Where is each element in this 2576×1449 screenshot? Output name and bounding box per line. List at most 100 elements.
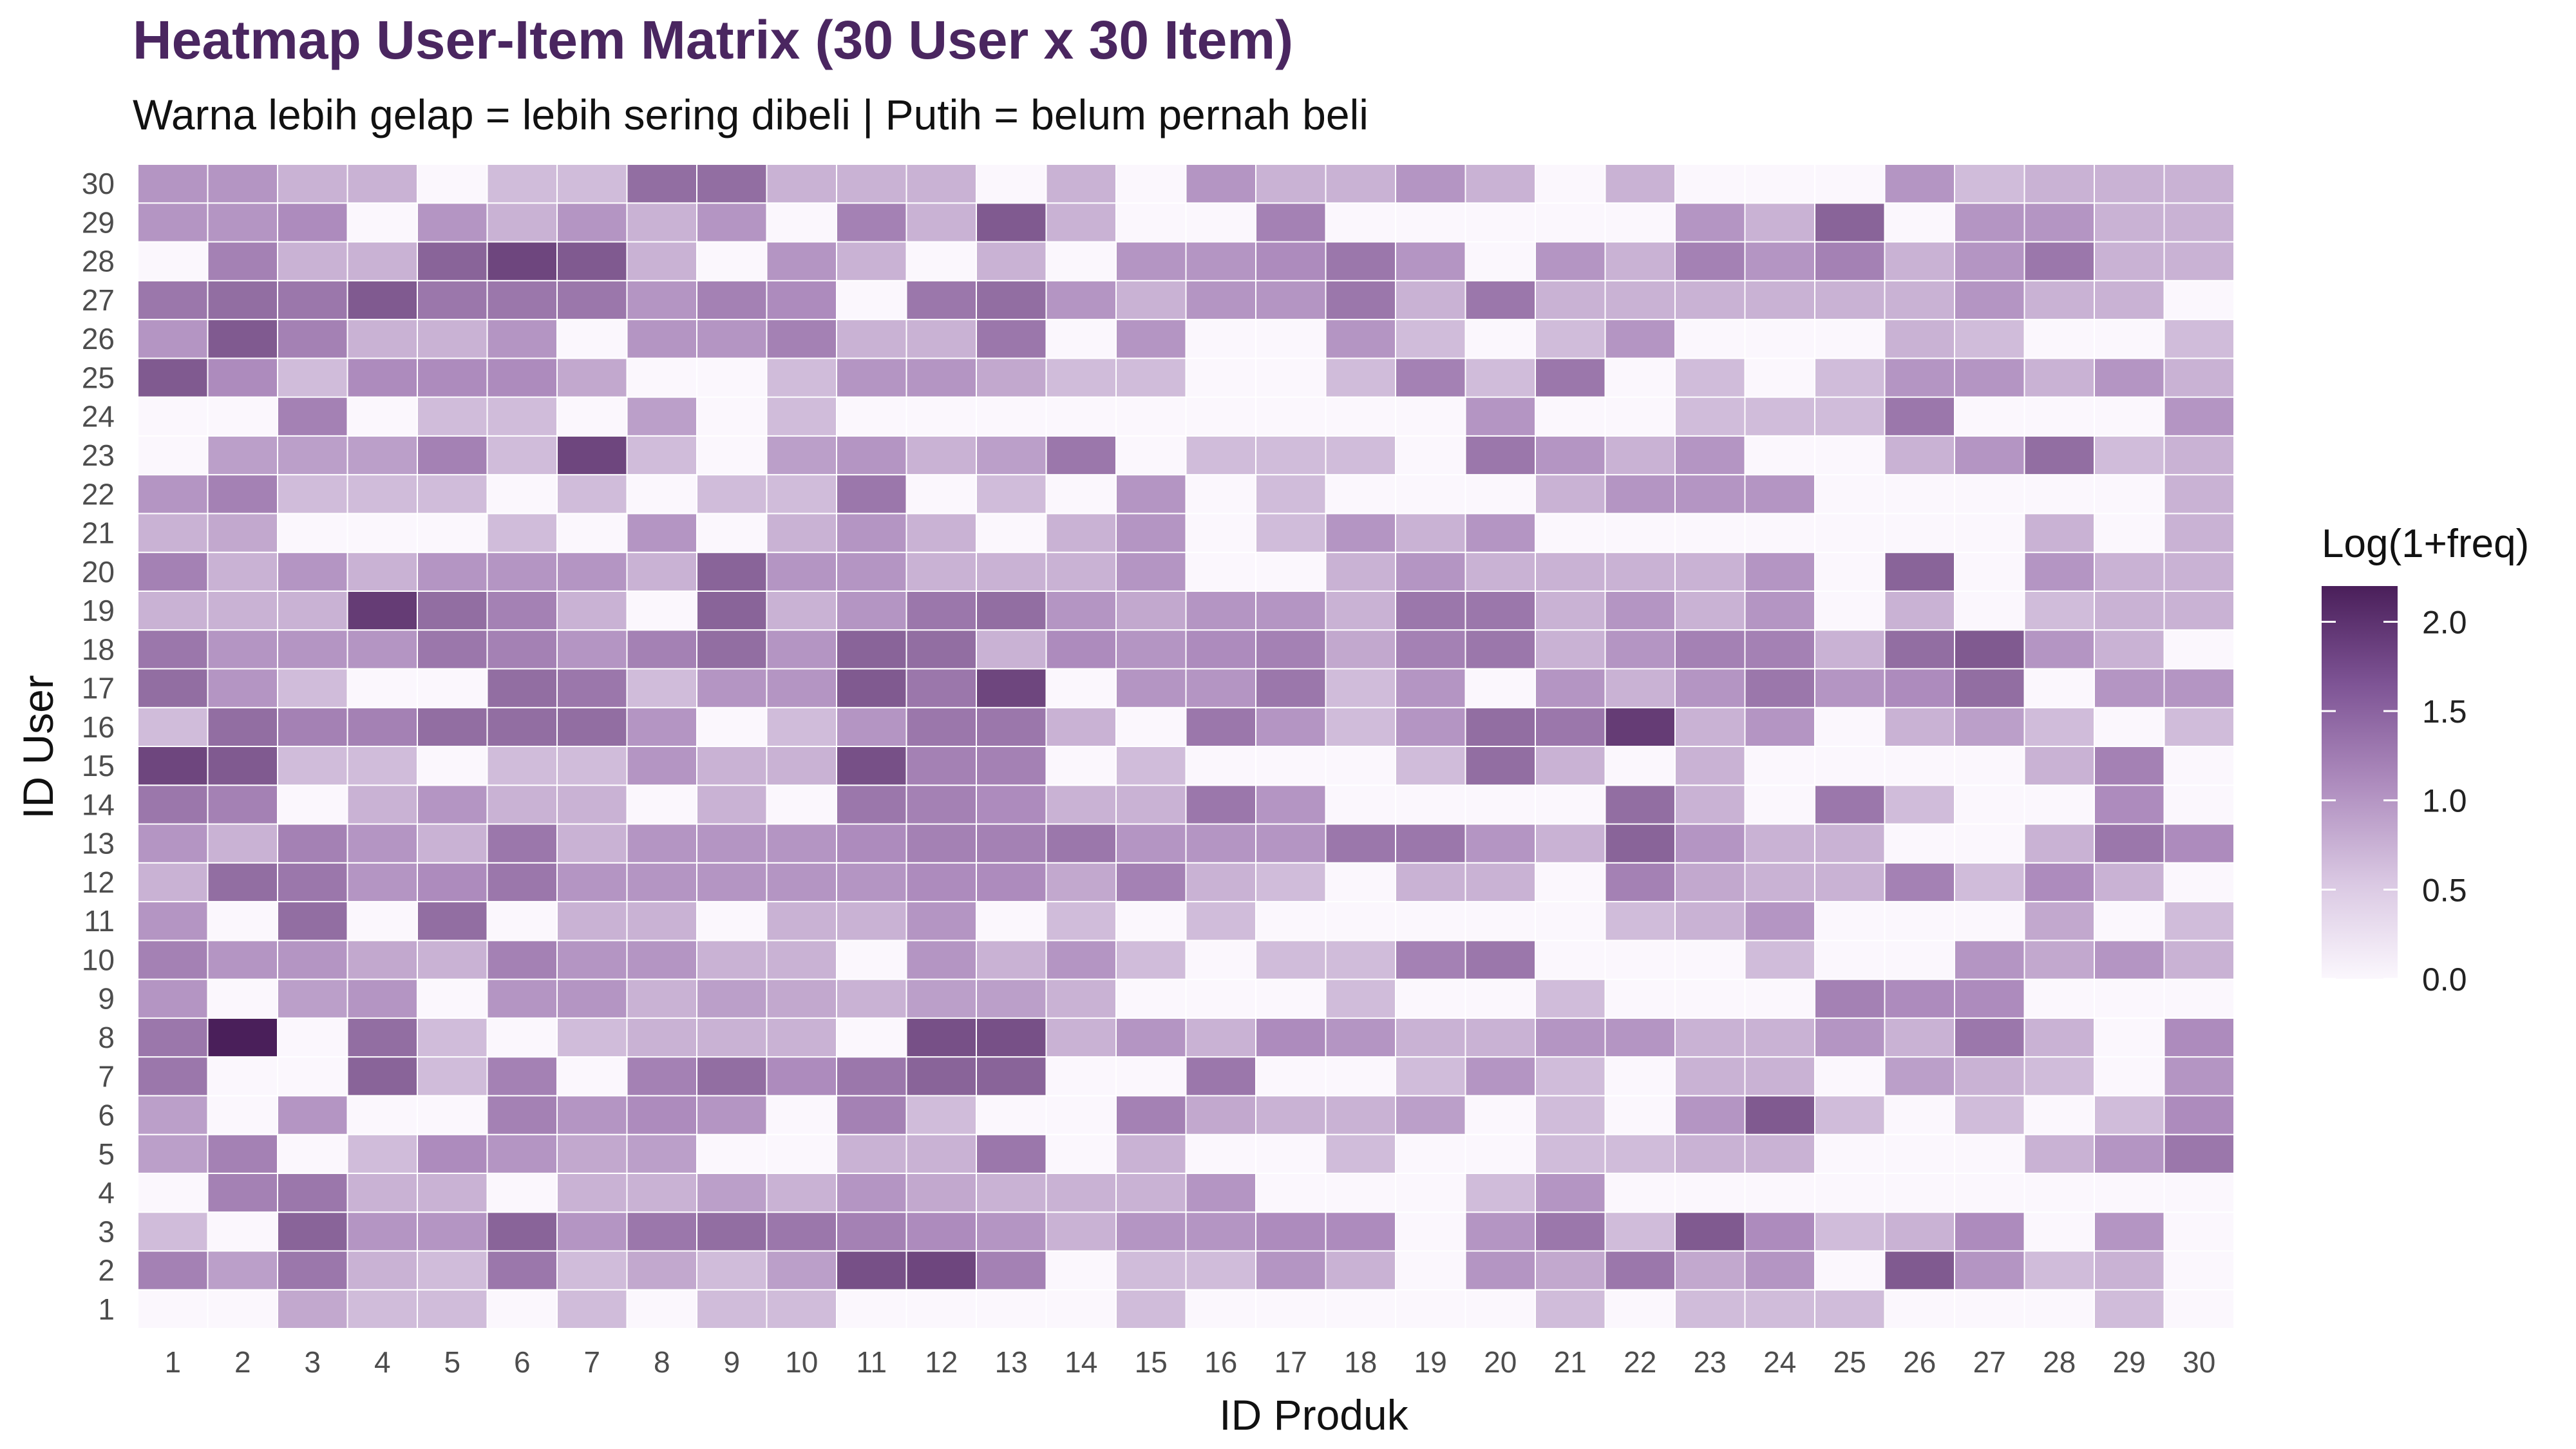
heatmap-cell-user-22-item-30 xyxy=(2163,474,2235,515)
heatmap-cell-user-2-item-16 xyxy=(1185,1250,1256,1291)
heatmap-cell-user-29-item-3 xyxy=(277,202,348,243)
heatmap-cell-user-22-item-16 xyxy=(1185,474,1256,515)
heatmap-cell-user-19-item-12 xyxy=(905,590,977,631)
heatmap-cell-user-10-item-29 xyxy=(2094,940,2165,980)
heatmap-cell-user-22-item-29 xyxy=(2094,474,2165,515)
heatmap-cell-user-11-item-1 xyxy=(137,901,209,942)
heatmap-cell-user-26-item-9 xyxy=(696,319,768,359)
heatmap-cell-user-30-item-12 xyxy=(905,164,977,204)
heatmap-cell-user-30-item-3 xyxy=(277,164,348,204)
heatmap-cell-user-9-item-18 xyxy=(1325,978,1396,1019)
heatmap-cell-user-22-item-11 xyxy=(836,474,907,515)
heatmap-cell-user-28-item-12 xyxy=(905,241,977,281)
x-tick-label: 21 xyxy=(1554,1345,1587,1379)
heatmap-cell-user-25-item-16 xyxy=(1185,357,1256,398)
heatmap-cell-user-27-item-13 xyxy=(976,279,1047,321)
heatmap-cell-user-5-item-22 xyxy=(1604,1133,1676,1174)
heatmap-cell-user-13-item-10 xyxy=(766,823,837,864)
heatmap-cell-user-5-item-7 xyxy=(556,1133,628,1174)
heatmap-cell-user-18-item-24 xyxy=(1744,629,1815,670)
heatmap-cell-user-29-item-16 xyxy=(1185,202,1256,243)
heatmap-cell-user-25-item-22 xyxy=(1604,357,1676,398)
heatmap-cell-user-24-item-21 xyxy=(1535,396,1606,437)
heatmap-cell-user-4-item-8 xyxy=(626,1172,697,1213)
heatmap-cell-user-25-item-30 xyxy=(2163,357,2235,398)
heatmap-cell-user-5-item-25 xyxy=(1814,1133,1886,1174)
heatmap-cell-user-15-item-1 xyxy=(137,746,209,786)
heatmap-cell-user-23-item-3 xyxy=(277,435,348,476)
y-axis-ticks: 1234567891011121314151617181920212223242… xyxy=(82,167,115,1326)
heatmap-cell-user-17-item-26 xyxy=(1884,668,1955,708)
heatmap-cell-user-17-item-6 xyxy=(486,668,558,708)
heatmap-cell-user-30-item-26 xyxy=(1884,164,1955,204)
heatmap-cell-user-23-item-10 xyxy=(766,435,837,476)
heatmap-cell-user-3-item-20 xyxy=(1464,1211,1536,1252)
heatmap-cell-user-3-item-17 xyxy=(1255,1211,1327,1252)
heatmap-cell-user-9-item-10 xyxy=(766,978,837,1019)
heatmap-cell-user-9-item-3 xyxy=(277,978,348,1019)
heatmap-cell-user-11-item-22 xyxy=(1604,901,1676,942)
heatmap-cell-user-10-item-18 xyxy=(1325,940,1396,980)
heatmap-cell-user-19-item-20 xyxy=(1464,590,1536,631)
heatmap-cell-user-12-item-25 xyxy=(1814,862,1886,903)
heatmap-cell-user-16-item-7 xyxy=(556,706,628,747)
heatmap-cell-user-26-item-4 xyxy=(346,319,418,359)
heatmap-cell-user-3-item-24 xyxy=(1744,1211,1815,1252)
y-tick-label: 18 xyxy=(82,632,115,666)
heatmap-cell-user-24-item-18 xyxy=(1325,396,1396,437)
heatmap-cell-user-25-item-3 xyxy=(277,357,348,398)
heatmap-cell-user-5-item-1 xyxy=(137,1133,209,1174)
x-tick-label: 18 xyxy=(1344,1345,1377,1379)
heatmap-cell-user-4-item-15 xyxy=(1115,1172,1187,1213)
heatmap-cell-user-12-item-9 xyxy=(696,862,768,903)
heatmap-cell-user-2-item-25 xyxy=(1814,1250,1886,1291)
heatmap-cell-user-14-item-17 xyxy=(1255,784,1327,825)
heatmap-cell-user-22-item-23 xyxy=(1674,474,1746,515)
y-tick-label: 11 xyxy=(84,904,115,938)
heatmap-cell-user-3-item-23 xyxy=(1674,1211,1746,1252)
heatmap-cell-user-10-item-8 xyxy=(626,940,697,980)
heatmap-cell-user-13-item-25 xyxy=(1814,823,1886,864)
heatmap-cell-user-3-item-15 xyxy=(1115,1211,1187,1252)
heatmap-cell-user-29-item-15 xyxy=(1115,202,1187,243)
heatmap-cell-user-23-item-2 xyxy=(207,435,278,476)
heatmap-cell-user-15-item-14 xyxy=(1045,746,1117,786)
heatmap-cell-user-8-item-12 xyxy=(905,1017,977,1058)
heatmap-cell-user-28-item-14 xyxy=(1045,241,1117,281)
heatmap-cell-user-20-item-18 xyxy=(1325,551,1396,592)
heatmap-cell-user-27-item-8 xyxy=(626,279,697,321)
heatmap-cell-user-18-item-20 xyxy=(1464,629,1536,670)
heatmap-cell-user-10-item-10 xyxy=(766,940,837,980)
x-tick-label: 11 xyxy=(856,1345,887,1379)
heatmap-cell-user-9-item-21 xyxy=(1535,978,1606,1019)
heatmap-cell-user-13-item-30 xyxy=(2163,823,2235,864)
heatmap-cell-user-8-item-30 xyxy=(2163,1017,2235,1058)
heatmap-cell-user-8-item-15 xyxy=(1115,1017,1187,1058)
heatmap-cell-user-26-item-11 xyxy=(836,319,907,359)
x-tick-label: 19 xyxy=(1414,1345,1447,1379)
heatmap-cell-user-25-item-17 xyxy=(1255,357,1327,398)
legend-title: Log(1+freq) xyxy=(2322,522,2529,566)
x-tick-label: 6 xyxy=(514,1345,531,1379)
heatmap-cell-user-17-item-3 xyxy=(277,668,348,708)
heatmap-cell-user-30-item-7 xyxy=(556,164,628,204)
heatmap-cell-user-25-item-14 xyxy=(1045,357,1117,398)
heatmap-cell-user-11-item-4 xyxy=(346,901,418,942)
heatmap-cell-user-7-item-22 xyxy=(1604,1056,1676,1097)
heatmap-cell-user-10-item-27 xyxy=(1954,940,2025,980)
heatmap-cell-user-25-item-9 xyxy=(696,357,768,398)
heatmap-cell-user-6-item-11 xyxy=(836,1095,907,1135)
heatmap-cell-user-1-item-13 xyxy=(976,1289,1047,1329)
heatmap-cell-user-27-item-3 xyxy=(277,279,348,321)
heatmap-cell-user-21-item-23 xyxy=(1674,513,1746,553)
chart-title: Heatmap User-Item Matrix (30 User x 30 I… xyxy=(133,10,1294,70)
heatmap-cell-user-25-item-23 xyxy=(1674,357,1746,398)
heatmap-cell-user-10-item-13 xyxy=(976,940,1047,980)
heatmap-cell-user-3-item-11 xyxy=(836,1211,907,1252)
heatmap-cell-user-28-item-11 xyxy=(836,241,907,281)
heatmap-cell-user-30-item-22 xyxy=(1604,164,1676,204)
y-tick-label: 1 xyxy=(98,1293,115,1326)
heatmap-cell-user-3-item-19 xyxy=(1395,1211,1466,1252)
heatmap-cell-user-22-item-12 xyxy=(905,474,977,515)
heatmap-cell-user-27-item-22 xyxy=(1604,279,1676,321)
